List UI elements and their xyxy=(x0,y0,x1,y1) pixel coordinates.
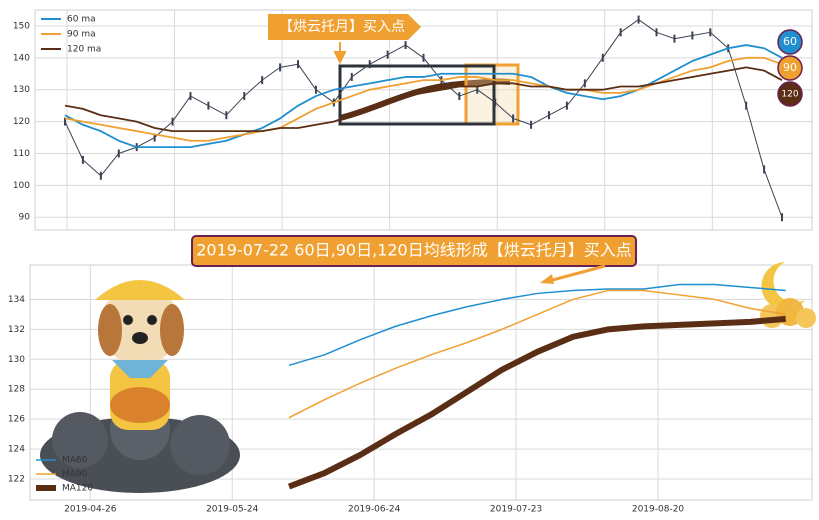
y-tick-label: 134 xyxy=(8,295,25,305)
dog-illustration xyxy=(40,280,240,493)
x-tick-label: 2019-05-24 xyxy=(206,505,259,515)
y-tick-label: 110 xyxy=(13,149,30,159)
line xyxy=(288,289,786,419)
badge xyxy=(777,81,803,107)
y-tick-label: 150 xyxy=(13,21,30,31)
y-tick-label: 124 xyxy=(8,445,25,455)
legend-label: MA90 xyxy=(62,470,88,480)
legend-label: MA60 xyxy=(62,456,88,466)
line xyxy=(64,56,783,142)
line xyxy=(64,19,783,218)
pointer xyxy=(333,42,347,65)
x-tick-label: 2019-08-20 xyxy=(632,505,685,515)
y-tick-label: 100 xyxy=(13,181,30,191)
y-tick-label: 140 xyxy=(13,53,30,63)
plot-frame xyxy=(34,9,813,231)
pointer xyxy=(544,264,606,284)
legend-label: 90 ma xyxy=(67,30,96,40)
line xyxy=(288,283,786,367)
badge xyxy=(777,29,803,55)
annotation: 【烘云托月】买入点 xyxy=(279,19,405,35)
pointer xyxy=(540,274,554,284)
highlight-box xyxy=(338,64,496,126)
y-tick-label: 120 xyxy=(13,117,30,127)
annotation-arrow xyxy=(268,14,421,40)
legend-label: MA120 xyxy=(62,484,93,494)
x-tick-label: 2019-04-26 xyxy=(64,505,117,515)
badge-label: 120 xyxy=(781,90,798,100)
y-tick-label: 122 xyxy=(8,475,25,485)
line xyxy=(64,66,783,133)
y-tick-label: 126 xyxy=(8,415,25,425)
line xyxy=(64,44,783,149)
line xyxy=(287,315,786,490)
x-tick-label: 2019-06-24 xyxy=(348,505,401,515)
banner xyxy=(191,235,637,267)
chart-title: 2019-07-22 60日,90日,120日均线形成【烘云托月】买入点 xyxy=(196,241,632,260)
badge xyxy=(777,55,803,81)
y-tick-label: 130 xyxy=(13,85,30,95)
badge-label: 60 xyxy=(783,35,797,48)
y-tick-label: 132 xyxy=(8,325,25,335)
y-tick-label: 128 xyxy=(8,385,25,395)
badge-label: 90 xyxy=(783,61,797,74)
legend-label: 60 ma xyxy=(67,15,96,25)
y-tick-label: 130 xyxy=(8,355,25,365)
y-tick-label: 90 xyxy=(19,213,31,223)
legend-label: 120 ma xyxy=(67,45,101,55)
x-tick-label: 2019-07-23 xyxy=(490,505,542,515)
